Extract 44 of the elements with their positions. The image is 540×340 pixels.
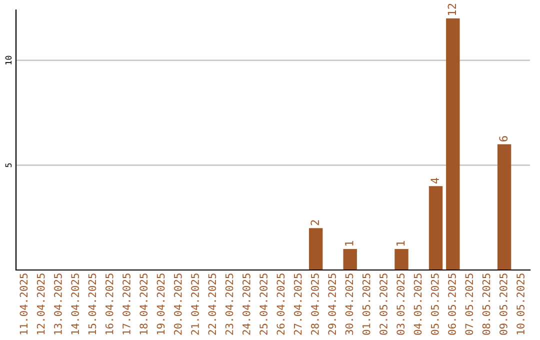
- x-tick-label: 17.04.2025: [122, 274, 130, 334]
- x-tick-label: 23.04.2025: [225, 274, 234, 335]
- data-label: 6: [499, 136, 508, 142]
- x-tick-label: 24.04.2025: [242, 274, 250, 335]
- x-tick-label: 09.05.2025: [499, 274, 508, 335]
- x-tick-label: 14.04.2025: [71, 274, 80, 334]
- x-tick-label: 11.04.2025: [20, 274, 28, 334]
- x-tick-label: 07.05.2025: [465, 274, 474, 335]
- x-tick-label: 10.05.2025: [516, 274, 524, 334]
- y-tick-label: 10: [5, 56, 12, 64]
- x-tick-label: 27.04.2025: [294, 274, 302, 335]
- bar: [446, 18, 460, 270]
- x-tick-label: 22.04.2025: [208, 274, 216, 335]
- x-tick-label: 30.04.2025: [345, 274, 354, 335]
- x-tick-label: 16.04.2025: [105, 274, 114, 334]
- x-tick-label: 12.04.2025: [36, 274, 45, 334]
- data-label: 1: [396, 241, 405, 246]
- x-tick-label: 26.04.2025: [276, 274, 285, 335]
- x-tick-label: 19.04.2025: [156, 274, 165, 334]
- bar: [343, 249, 357, 270]
- x-tick-label: 03.05.2025: [396, 274, 405, 335]
- x-tick-label: 06.05.2025: [448, 274, 456, 335]
- y-tick-label: 5: [5, 163, 12, 168]
- x-tick-label: 04.05.2025: [414, 274, 422, 335]
- bar: [308, 228, 323, 270]
- x-tick-label: 05.05.2025: [430, 274, 439, 335]
- x-tick-label: 20.04.2025: [174, 274, 182, 335]
- data-label: 2: [310, 220, 319, 226]
- x-tick-label: 13.04.2025: [54, 274, 62, 334]
- data-label: 4: [430, 178, 439, 184]
- x-tick-label: 28.04.2025: [311, 274, 319, 335]
- x-tick-label: 15.04.2025: [88, 274, 96, 334]
- bar: [497, 144, 512, 270]
- x-tick-label: 25.04.2025: [260, 274, 268, 335]
- bar: [428, 186, 443, 270]
- x-tick-label: 21.04.2025: [191, 274, 199, 335]
- data-label: 1: [345, 241, 354, 246]
- bar: [394, 249, 408, 270]
- x-tick-label: 18.04.2025: [140, 274, 148, 334]
- x-tick-label: 01.05.2025: [362, 274, 370, 335]
- data-label: 12: [448, 4, 456, 15]
- x-tick-label: 08.05.2025: [482, 274, 490, 335]
- x-tick-label: 29.04.2025: [328, 274, 336, 335]
- x-tick-label: 02.05.2025: [380, 274, 388, 335]
